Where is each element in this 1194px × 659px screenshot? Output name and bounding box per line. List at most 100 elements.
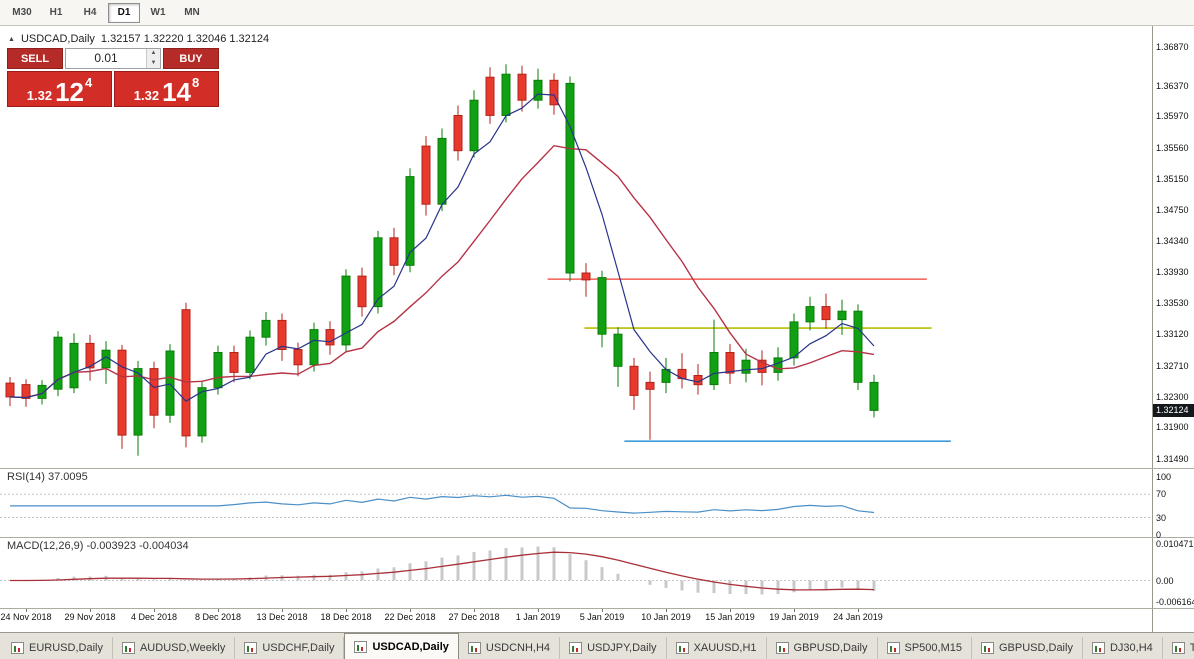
chart-title: ▲ USDCAD,Daily 1.32157 1.32220 1.32046 1… [8,33,269,45]
date-tick [858,609,859,612]
volume-input[interactable]: 0.01 ▲ ▼ [65,48,161,69]
volume-value[interactable]: 0.01 [94,51,118,65]
price-axis-label: 1.36870 [1156,42,1189,53]
date-tick [602,609,603,612]
macd-header: MACD(12,26,9) -0.003923 -0.004034 [7,540,189,552]
date-axis-label: 24 Nov 2018 [0,612,52,622]
timeframe-button-h1[interactable]: H1 [40,2,72,23]
tab-label: DJ30,H4 [1109,642,1153,654]
price-axis-label: 1.35970 [1156,111,1189,122]
chart-tab-usdjpy-daily[interactable]: USDJPY,Daily [560,637,667,659]
candlesticks [5,64,879,456]
rsi-line [10,494,875,514]
mini-chart-icon [121,642,135,654]
bid-price-pips: 12 [55,76,84,107]
volume-decrease-button[interactable]: ▼ [147,58,160,68]
chart-tab-dj30-h4[interactable]: DJ30,H4 [1083,637,1163,659]
collapse-triangle-icon[interactable]: ▲ [8,35,15,43]
pane-separator-macd[interactable] [0,537,1194,538]
timeframe-button-h4[interactable]: H4 [74,2,106,23]
date-tick [154,609,155,612]
bid-price-main: 1.32 [26,87,53,103]
date-tick [218,609,219,612]
rsi-axis-label: 70 [1156,489,1167,500]
date-tick [730,609,731,612]
rsi-axis-label: 30 [1156,512,1167,523]
date-axis-label: 5 Jan 2019 [579,612,625,622]
volume-steppers: ▲ ▼ [146,49,160,68]
pane-separator-rsi[interactable] [0,468,1194,469]
timeframe-button-w1[interactable]: W1 [142,2,174,23]
chart-tab-xauusd-h1[interactable]: XAUUSD,H1 [667,637,767,659]
chart-tab-gbpusd-daily[interactable]: GBPUSD,Daily [767,637,878,659]
chart-tab-tech100-h1[interactable]: TECH100,H1 [1163,637,1194,659]
price-axis-label: 1.34750 [1156,204,1189,215]
slow-ma-line [9,144,875,399]
chart-tab-eurusd-daily[interactable]: EURUSD,Daily [2,637,113,659]
mini-chart-icon [1171,642,1185,654]
date-axis-label: 19 Jan 2019 [769,612,819,622]
ask-price-box[interactable]: 1.32 14 8 [114,71,219,107]
chart-tab-usdchf-daily[interactable]: USDCHF,Daily [235,637,345,659]
tab-label: GBPUSD,Daily [998,642,1073,654]
date-axis-separator [0,608,1194,609]
mini-chart-icon [775,642,789,654]
chart-tab-bar: EURUSD,Daily AUDUSD,Weekly USDCHF,Daily USD… [0,632,1194,659]
mini-chart-icon [11,642,24,654]
tab-label: AUDUSD,Weekly [139,642,226,654]
ask-price-main: 1.32 [133,87,160,103]
mini-chart-icon [1091,642,1105,654]
price-axis-label: 1.31900 [1156,422,1189,433]
bid-price-point: 4 [85,75,93,90]
date-tick [410,609,411,612]
tab-label: USDCAD,Daily [372,640,449,653]
mini-chart-icon [244,642,258,654]
mini-chart-icon [886,642,900,654]
volume-increase-button[interactable]: ▲ [147,49,160,59]
timeframe-button-d1[interactable]: D1 [108,2,140,23]
timeframe-button-m30[interactable]: M30 [6,2,38,23]
mini-chart-icon [569,642,583,654]
buy-button[interactable]: BUY [163,48,219,69]
date-axis-label: 27 Dec 2018 [448,612,500,622]
macd-pane[interactable] [0,538,1152,608]
one-click-trading-panel: SELL 0.01 ▲ ▼ BUY 1.32 12 4 1.32 14 8 [7,48,219,107]
tab-label: XAUUSD,H1 [693,642,757,654]
date-tick [474,609,475,612]
mini-chart-icon [467,642,481,654]
date-axis-label: 24 Jan 2019 [833,612,883,622]
chart-tab-usdcnh-h4[interactable]: USDCNH,H4 [459,637,561,659]
date-axis-label: 22 Dec 2018 [384,612,436,622]
mini-chart-icon [675,642,689,654]
macd-axis-label: 0.010471 [1156,539,1194,549]
date-tick [346,609,347,612]
trade-controls-row: SELL 0.01 ▲ ▼ BUY [7,48,219,69]
price-axis-label: 1.31490 [1156,453,1189,464]
price-axis-label: 1.33530 [1156,297,1189,308]
price-axis-label: 1.34340 [1156,235,1189,246]
timeframe-button-mn[interactable]: MN [176,2,208,23]
price-axis-label: 1.36370 [1156,80,1189,91]
date-axis-label: 1 Jan 2019 [515,612,561,622]
price-axis-label: 1.32710 [1156,360,1189,371]
tab-label: GBPUSD,Daily [793,642,868,654]
date-tick [666,609,667,612]
trade-quotes-row: 1.32 12 4 1.32 14 8 [7,71,219,107]
date-axis-label: 29 Nov 2018 [64,612,116,622]
chart-tab-sp500-m15[interactable]: SP500,M15 [878,637,972,659]
sell-button[interactable]: SELL [7,48,63,69]
tab-label: SP500,M15 [904,642,962,654]
mini-chart-icon [980,642,994,654]
chart-ohlc-values: 1.32157 1.32220 1.32046 1.32124 [100,33,270,45]
rsi-axis-label: 0 [1156,530,1162,540]
current-price-badge: 1.32124 [1153,404,1194,418]
date-tick [794,609,795,612]
rsi-pane[interactable] [0,469,1152,537]
main-chart[interactable] [0,26,1152,468]
tab-label: TECH100,H1 [1189,642,1194,654]
price-axis-label: 1.35560 [1156,142,1189,153]
chart-tab-audusd-weekly[interactable]: AUDUSD,Weekly [113,637,236,659]
chart-tab-gbpusd-daily[interactable]: GBPUSD,Daily [972,637,1083,659]
chart-tab-usdcad-daily[interactable]: USDCAD,Daily [344,633,459,659]
bid-price-box[interactable]: 1.32 12 4 [7,71,112,107]
